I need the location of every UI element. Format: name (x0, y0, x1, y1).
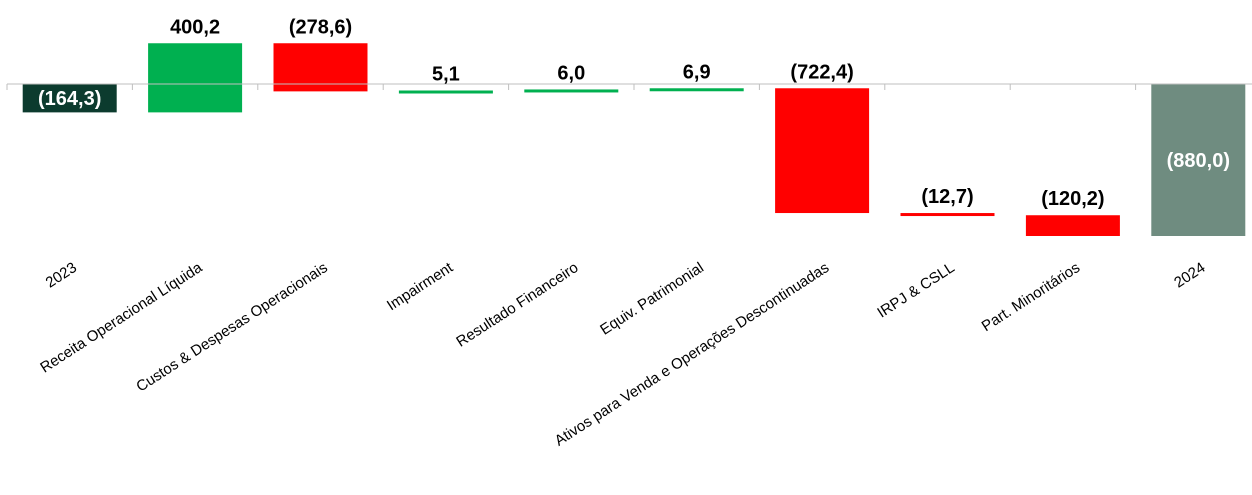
waterfall-bar (398, 90, 493, 94)
value-label: (12,7) (921, 186, 973, 208)
waterfall-bar (273, 43, 368, 92)
category-label: Impairment (384, 259, 457, 315)
category-label: IRPJ & CSLL (874, 259, 957, 321)
waterfall-bar (1151, 84, 1246, 236)
waterfall-bar (148, 43, 243, 113)
waterfall-bar (775, 88, 870, 214)
ticks-layer (6, 84, 1137, 90)
value-label: (278,6) (289, 16, 352, 38)
value-labels-layer: (164,3) 400,2 (278,6) 5,1 6,0 6,9 (722,4) (12,7… (38, 16, 1230, 210)
waterfall-bar (649, 88, 744, 92)
value-label: (880,0) (1167, 150, 1230, 172)
waterfall-bar (900, 213, 995, 217)
category-label: 2024 (1171, 259, 1208, 291)
value-label: 400,2 (170, 16, 220, 38)
value-label: 5,1 (432, 63, 460, 85)
category-label: Equiv. Patrimonial (597, 259, 707, 338)
value-label: (722,4) (790, 61, 853, 83)
category-label: 2023 (43, 259, 80, 291)
bars-layer (22, 43, 1246, 236)
value-label: 6,0 (557, 62, 585, 84)
value-label: 6,9 (683, 61, 711, 83)
value-label: (120,2) (1041, 188, 1104, 210)
value-label: (164,3) (38, 88, 101, 110)
waterfall-bar (524, 89, 619, 93)
category-label: Ativos para Venda e Operações Descontinu… (552, 259, 833, 449)
category-label: Part. Minoritários (979, 259, 1083, 335)
waterfall-bar (22, 84, 117, 113)
waterfall-bar (1025, 215, 1120, 236)
category-label: Resultado Financeiro (453, 259, 581, 350)
